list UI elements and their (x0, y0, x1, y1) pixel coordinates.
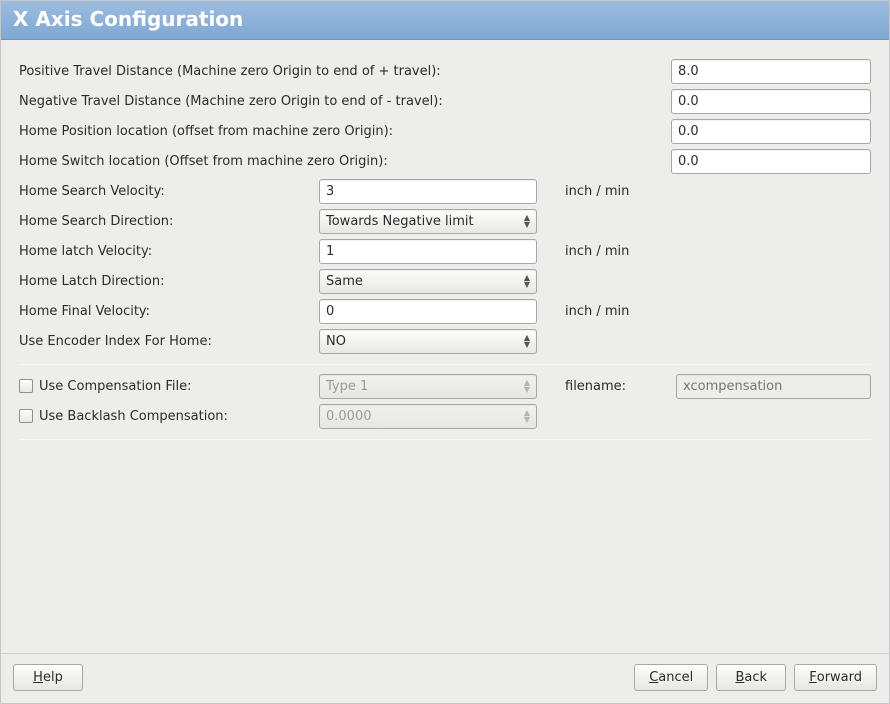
label-use-backlash: Use Backlash Compensation: (39, 409, 228, 424)
help-button-rest: elp (43, 670, 63, 685)
separator (19, 439, 871, 440)
row-home-latch-vel: Home latch Velocity: inch / min (19, 236, 871, 266)
back-button-rest: ack (744, 670, 767, 685)
select-use-encoder-idx-value: NO (326, 334, 346, 349)
forward-button[interactable]: Forward (794, 664, 877, 691)
select-home-search-dir-value: Towards Negative limit (326, 214, 474, 229)
checkbox-use-comp-file[interactable] (19, 379, 33, 393)
chevron-updown-icon: ▲▼ (524, 409, 530, 423)
row-home-latch-dir: Home Latch Direction: Same ▲▼ (19, 266, 871, 296)
checkbox-use-backlash[interactable] (19, 409, 33, 423)
unit-home-latch-vel: inch / min (537, 244, 657, 259)
label-use-comp-file: Use Compensation File: (39, 379, 192, 394)
label-home-switch: Home Switch location (Offset from machin… (19, 154, 559, 169)
titlebar: X Axis Configuration (1, 1, 889, 40)
separator (19, 364, 871, 365)
input-home-latch-vel[interactable] (319, 239, 537, 264)
chevron-updown-icon: ▲▼ (524, 334, 530, 348)
label-filename: filename: (537, 379, 657, 394)
cancel-button[interactable]: Cancel (634, 664, 708, 691)
row-pos-travel: Positive Travel Distance (Machine zero O… (19, 56, 871, 86)
row-home-final-vel: Home Final Velocity: inch / min (19, 296, 871, 326)
select-comp-type-value: Type 1 (326, 379, 368, 394)
page-title: X Axis Configuration (13, 7, 243, 31)
label-use-encoder-idx: Use Encoder Index For Home: (19, 334, 319, 349)
input-home-search-vel[interactable] (319, 179, 537, 204)
footer: Help Cancel Back Forward (1, 653, 889, 703)
select-home-search-dir[interactable]: Towards Negative limit ▲▼ (319, 209, 537, 234)
back-button[interactable]: Back (716, 664, 786, 691)
label-home-search-dir: Home Search Direction: (19, 214, 319, 229)
chevron-updown-icon: ▲▼ (524, 214, 530, 228)
label-neg-travel: Negative Travel Distance (Machine zero O… (19, 94, 559, 109)
row-home-search-dir: Home Search Direction: Towards Negative … (19, 206, 871, 236)
row-use-encoder-idx: Use Encoder Index For Home: NO ▲▼ (19, 326, 871, 356)
input-pos-travel[interactable] (671, 59, 871, 84)
unit-home-search-vel: inch / min (537, 184, 657, 199)
select-use-encoder-idx[interactable]: NO ▲▼ (319, 329, 537, 354)
spin-backlash-value: 0.0000 (326, 409, 372, 424)
row-home-pos: Home Position location (offset from mach… (19, 116, 871, 146)
row-home-switch: Home Switch location (Offset from machin… (19, 146, 871, 176)
input-home-switch[interactable] (671, 149, 871, 174)
cancel-button-rest: ancel (658, 670, 693, 685)
row-home-search-vel: Home Search Velocity: inch / min (19, 176, 871, 206)
input-home-pos[interactable] (671, 119, 871, 144)
select-comp-type: Type 1 ▲▼ (319, 374, 537, 399)
forward-button-rest: orward (817, 670, 862, 685)
chevron-updown-icon: ▲▼ (524, 274, 530, 288)
row-use-backlash: Use Backlash Compensation: 0.0000 ▲▼ (19, 401, 871, 431)
form-content: Positive Travel Distance (Machine zero O… (1, 40, 889, 653)
spin-backlash: 0.0000 ▲▼ (319, 404, 537, 429)
label-home-final-vel: Home Final Velocity: (19, 304, 319, 319)
label-home-latch-dir: Home Latch Direction: (19, 274, 319, 289)
select-home-latch-dir-value: Same (326, 274, 363, 289)
input-home-final-vel[interactable] (319, 299, 537, 324)
label-home-search-vel: Home Search Velocity: (19, 184, 319, 199)
config-window: X Axis Configuration Positive Travel Dis… (0, 0, 890, 704)
row-neg-travel: Negative Travel Distance (Machine zero O… (19, 86, 871, 116)
unit-home-final-vel: inch / min (537, 304, 657, 319)
input-neg-travel[interactable] (671, 89, 871, 114)
input-comp-filename (676, 374, 871, 399)
help-button[interactable]: Help (13, 664, 83, 691)
chevron-updown-icon: ▲▼ (524, 379, 530, 393)
row-use-comp-file: Use Compensation File: Type 1 ▲▼ filenam… (19, 371, 871, 401)
label-pos-travel: Positive Travel Distance (Machine zero O… (19, 64, 559, 79)
select-home-latch-dir[interactable]: Same ▲▼ (319, 269, 537, 294)
label-home-pos: Home Position location (offset from mach… (19, 124, 559, 139)
label-home-latch-vel: Home latch Velocity: (19, 244, 319, 259)
